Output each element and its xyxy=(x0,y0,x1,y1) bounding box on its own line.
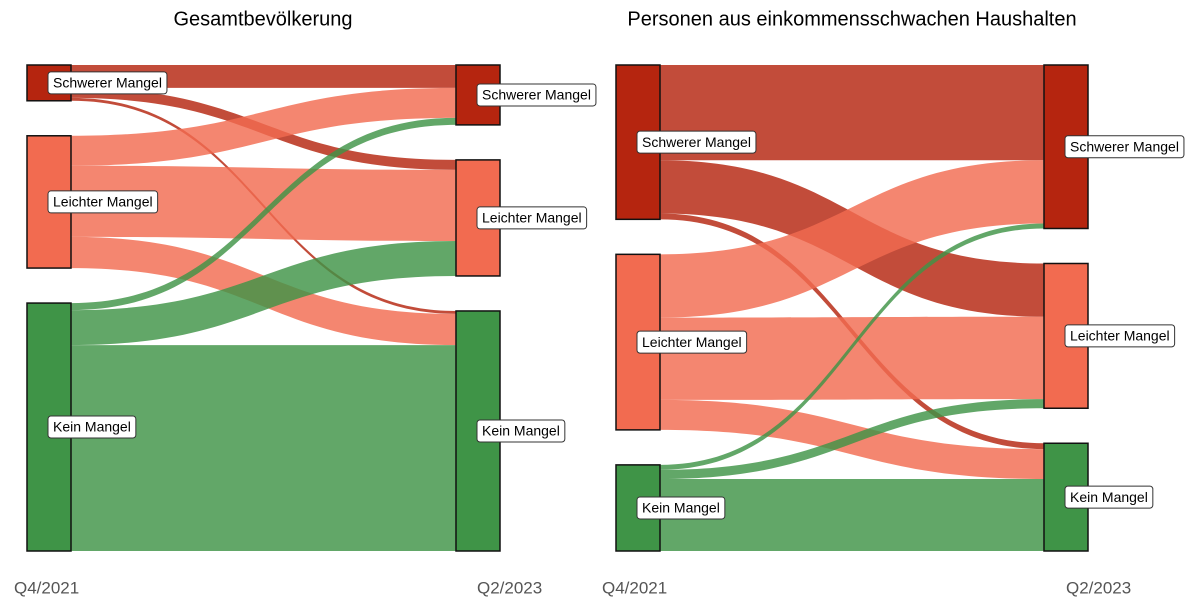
flow xyxy=(660,479,1044,551)
flow xyxy=(660,160,1044,318)
flow xyxy=(71,241,456,346)
node-label-box xyxy=(476,83,597,107)
node-label: Leichter Mangel xyxy=(642,334,742,350)
node-label-box xyxy=(47,415,137,439)
node-label-box xyxy=(47,190,159,214)
flow xyxy=(660,223,1044,470)
axis-label: Q4/2021 xyxy=(14,578,79,597)
node-label: Leichter Mangel xyxy=(482,210,582,226)
node-label-box xyxy=(1064,485,1154,509)
node-label-box xyxy=(476,206,588,230)
flow xyxy=(71,165,456,242)
node-label: Schwerer Mangel xyxy=(482,87,591,103)
node-label-box xyxy=(476,419,566,443)
node-label-box xyxy=(636,330,748,354)
node-label: Schwerer Mangel xyxy=(53,75,162,91)
flow xyxy=(71,345,456,551)
node-label: Schwerer Mangel xyxy=(1070,138,1179,154)
node-label: Kein Mangel xyxy=(482,423,560,439)
chart-title: Gesamtbevölkerung xyxy=(174,8,353,30)
links xyxy=(71,65,456,551)
node-label: Leichter Mangel xyxy=(1070,328,1170,344)
node-label-box xyxy=(1064,135,1185,159)
axis-label: Q2/2023 xyxy=(477,578,542,597)
node-label-box xyxy=(636,496,726,520)
links xyxy=(660,65,1044,551)
flow xyxy=(660,316,1044,400)
axis-label: Q4/2021 xyxy=(602,578,667,597)
node-label: Kein Mangel xyxy=(642,500,720,516)
flow xyxy=(660,399,1044,480)
axis-label: Q2/2023 xyxy=(1066,578,1131,597)
node-label: Schwerer Mangel xyxy=(642,134,751,150)
flow xyxy=(71,87,456,166)
node-label: Kein Mangel xyxy=(1070,489,1148,505)
node-label-box xyxy=(636,130,757,154)
node-label-box xyxy=(1064,324,1176,348)
node-label: Kein Mangel xyxy=(53,419,131,435)
flow xyxy=(71,117,456,311)
node-label-box xyxy=(47,71,168,95)
chart-title: Personen aus einkommensschwachen Haushal… xyxy=(627,8,1076,30)
node-label: Leichter Mangel xyxy=(53,194,153,210)
